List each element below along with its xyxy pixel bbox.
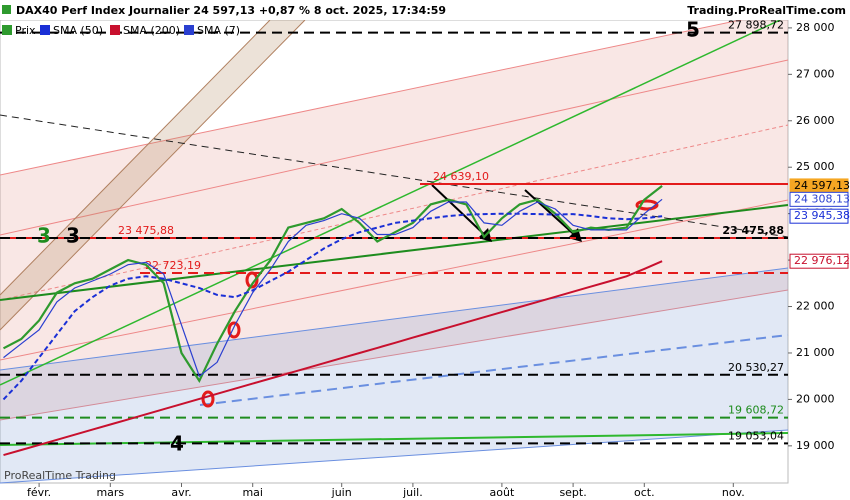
level-label: 19 608,72 [728,404,784,417]
channel-line [0,267,789,371]
legend-label: Prix [15,24,36,37]
level-label: 27 898,72 [728,19,784,32]
x-tick-label: avr. [171,486,191,499]
legend-swatch [2,25,12,35]
y-tick-label: 28 000 [796,21,835,34]
price-tag-label: 24 308,13 [794,192,850,205]
channel-line [0,199,789,361]
price-tag [789,208,849,224]
price-tag-label: 24 597,13 [794,179,850,192]
x-tick-label: oct. [634,486,655,499]
level-label: 20 530,27 [728,361,784,374]
x-tick-label: févr. [27,486,51,499]
level-label: 23 475,88 [118,224,174,237]
level-label: 23 475,88 [722,224,784,237]
header-title: DAX40 Perf Index Journalier 24 597,13 +0… [16,4,446,17]
legend-swatch [110,25,120,35]
channel-line [0,289,789,421]
axis-panel [789,20,850,483]
legend-label: SMA (7) [197,24,240,37]
legend-swatch [184,25,194,35]
channel-line [0,59,789,236]
channel-line [0,19,306,331]
y-tick-label: 27 000 [796,67,835,80]
series-line [3,260,663,457]
legend-swatch [40,25,50,35]
marker [635,199,659,211]
wave-label: 4 [170,432,184,456]
logo [2,5,11,14]
x-tick-label: août [490,486,515,499]
series-line [2,212,663,401]
y-tick-label: 19 000 [796,439,835,452]
marker [201,390,215,408]
channel-line [199,334,789,406]
marker [227,321,241,339]
channel-line [0,9,789,176]
x-tick-label: juil. [402,486,423,499]
y-tick-label: 26 000 [796,114,835,127]
y-tick-label: 21 000 [796,346,835,359]
series-line [3,198,663,378]
footer: ProRealTime Trading [4,469,116,482]
price-tag-label: 23 945,38 [794,209,850,222]
data-layer: 27 898,72 24 639,10 23 475,88 23 475,88 22 7… [0,19,788,457]
wave-label: 3 [37,224,51,248]
x-tick-label: sept. [559,486,586,499]
channel-line [0,19,271,296]
wave-label: 3 [66,224,80,248]
x-tick-label: mars [96,486,124,499]
wave-label: 5 [686,18,700,42]
trend-line [0,19,781,386]
trend-line [0,204,789,301]
series-line [2,185,663,384]
level-label: 22 723,19 [145,259,201,272]
x-tick-label: nov. [722,486,745,499]
price-tag [789,191,849,207]
y-tick-label: 22 000 [796,300,835,313]
level-label: 19 053,04 [728,429,784,442]
legend-label: SMA (50) [53,24,103,37]
channel-line [0,429,789,484]
trend-line [0,114,789,238]
x-tick-label: mai [242,486,263,499]
channel [0,10,788,420]
price-tag-label: 22 976,12 [794,254,850,267]
price-tag [789,253,849,269]
y-tick-label: 20 000 [796,392,835,405]
channel-line [0,124,789,301]
legend-label: SMA (200) [123,24,180,37]
y-tick-label: 25 000 [796,160,835,173]
header-bar [0,0,850,20]
level-label: 24 639,10 [433,170,489,183]
x-tick-label: juin [331,486,352,499]
brand: Trading.ProRealTime.com [687,4,846,17]
